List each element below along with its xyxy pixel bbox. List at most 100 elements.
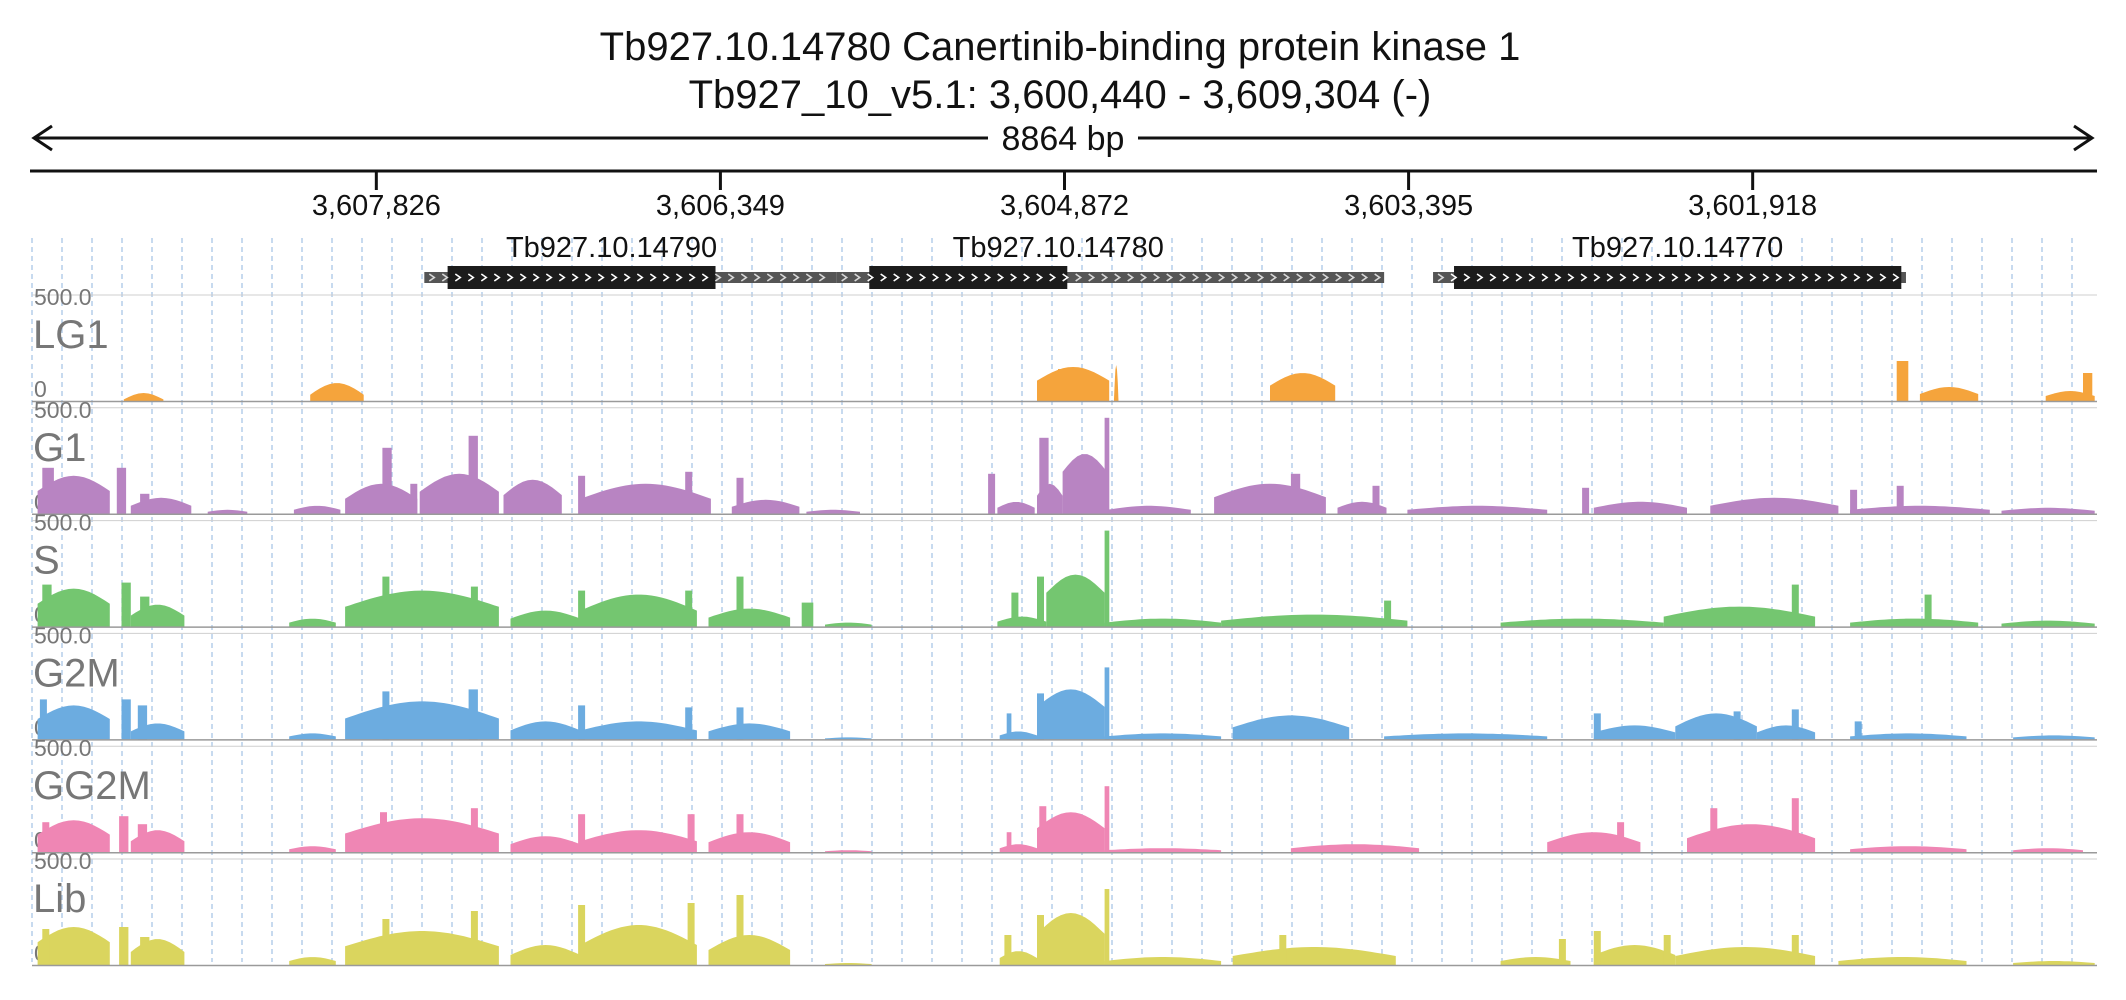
track-scale-max: 500.0: [34, 735, 92, 761]
coverage-bump: [1113, 365, 1119, 401]
coverage-bump: [37, 820, 110, 853]
coverage-bump: [997, 616, 1047, 627]
strand-arrow: [1606, 273, 1614, 282]
coverage-bump: [806, 509, 860, 514]
strand-arrow: [1257, 273, 1265, 282]
strand-arrow: [545, 273, 553, 282]
strand-arrow: [1541, 273, 1549, 282]
strand-arrow: [984, 273, 992, 282]
strand-arrow: [854, 273, 862, 282]
coverage-bump: [708, 723, 791, 740]
strand-arrow: [1114, 273, 1122, 282]
coverage-bump: [1687, 824, 1816, 853]
coverage-bump: [825, 963, 872, 965]
coverage-spike: [519, 485, 527, 514]
strand-arrow: [467, 273, 475, 282]
coverage-spike: [470, 808, 478, 853]
coverage-spike: [1037, 693, 1044, 740]
coverage-bump: [1919, 387, 1979, 401]
coverage-bump: [1675, 947, 1816, 965]
coverage-spike: [1290, 473, 1301, 514]
gene-model: Tb927.10.14780: [836, 232, 1385, 289]
strand-arrow: [792, 273, 800, 282]
gene-label: Tb927.10.14790: [506, 232, 717, 264]
coverage-spike: [1037, 915, 1044, 965]
strand-arrow: [1697, 273, 1705, 282]
strand-arrow: [1632, 273, 1640, 282]
strand-arrow: [1437, 273, 1445, 282]
coverage-bump: [1037, 367, 1110, 401]
span-length-label: 8864 bp: [1002, 120, 1125, 158]
coverage-bump: [580, 721, 697, 740]
coverage-bump: [1270, 373, 1336, 401]
coverage-spike: [736, 707, 744, 740]
track-name: G2M: [33, 651, 120, 695]
strand-arrow: [1296, 273, 1304, 282]
coverage-spike: [116, 467, 127, 514]
coverage-spike: [1791, 584, 1799, 627]
gene-cds: [869, 266, 1068, 289]
coverage-spike: [578, 590, 586, 627]
track-name: G1: [33, 426, 86, 470]
strand-arrow: [1762, 273, 1770, 282]
coverage-spike: [578, 814, 586, 853]
coverage-bump: [708, 832, 791, 853]
gene-cds: [447, 266, 716, 289]
coverage-bump: [310, 383, 364, 401]
strand-arrow: [1788, 273, 1796, 282]
track-name: GG2M: [33, 764, 151, 808]
strand-arrows: [1437, 273, 1900, 282]
coverage-bump: [1850, 733, 1967, 740]
tick-label: 3,604,872: [1000, 190, 1129, 222]
coverage-spike: [1006, 832, 1012, 853]
coverage-bump: [289, 618, 336, 627]
coverage-spike: [1104, 417, 1110, 514]
coverage-spike: [121, 582, 131, 627]
coverage-spike: [140, 937, 150, 965]
strand-arrow: [1840, 273, 1848, 282]
coverage-bump: [2013, 735, 2095, 740]
strand-arrow: [971, 273, 979, 282]
coverage-spike: [140, 493, 150, 514]
strand-arrow: [1270, 273, 1278, 282]
coverage-spike: [578, 475, 586, 514]
strand-arrow: [1489, 273, 1497, 282]
track-scale-max: 500.0: [34, 397, 92, 423]
chart-title-line1: Tb927.10.14780 Canertinib-binding protei…: [600, 25, 1521, 69]
coverage-bump: [1062, 454, 1107, 514]
span-arrow: 8864 bp: [31, 120, 2095, 158]
coverage-bump: [1547, 832, 1641, 853]
track-name: S: [33, 539, 60, 583]
coverage-spike: [1279, 935, 1287, 965]
coverage-spike: [736, 576, 744, 627]
strand-arrow: [1853, 273, 1861, 282]
strand-arrow: [1374, 273, 1382, 282]
strand-arrow: [805, 273, 813, 282]
strand-arrow: [1062, 273, 1070, 282]
strand-arrow: [1166, 273, 1174, 282]
strand-arrow: [1127, 273, 1135, 282]
coverage-spike: [736, 895, 744, 965]
strand-arrow: [1866, 273, 1874, 282]
strand-arrow: [740, 273, 748, 282]
strand-arrow: [1335, 273, 1343, 282]
coverage-spike: [382, 691, 390, 740]
strand-arrow: [532, 273, 540, 282]
track-scale-max: 500.0: [34, 284, 92, 310]
coverage-bump: [289, 733, 336, 740]
coverage-spike: [1593, 713, 1601, 740]
coverage-spike: [1384, 600, 1392, 627]
coverage-bump: [37, 588, 110, 627]
strand-arrow: [958, 273, 966, 282]
coverage-spike: [1582, 487, 1590, 514]
coverage-spike: [1037, 576, 1044, 627]
coverage-bump: [1046, 574, 1105, 627]
coverage-bump: [1593, 501, 1687, 514]
strand-arrow: [1450, 273, 1458, 282]
gene-model: Tb927.10.14790: [424, 232, 837, 289]
coverage-bump: [345, 483, 418, 514]
strand-arrow: [1476, 273, 1484, 282]
coverage-bump: [1290, 844, 1420, 853]
track-scale-max: 500.0: [34, 848, 92, 874]
